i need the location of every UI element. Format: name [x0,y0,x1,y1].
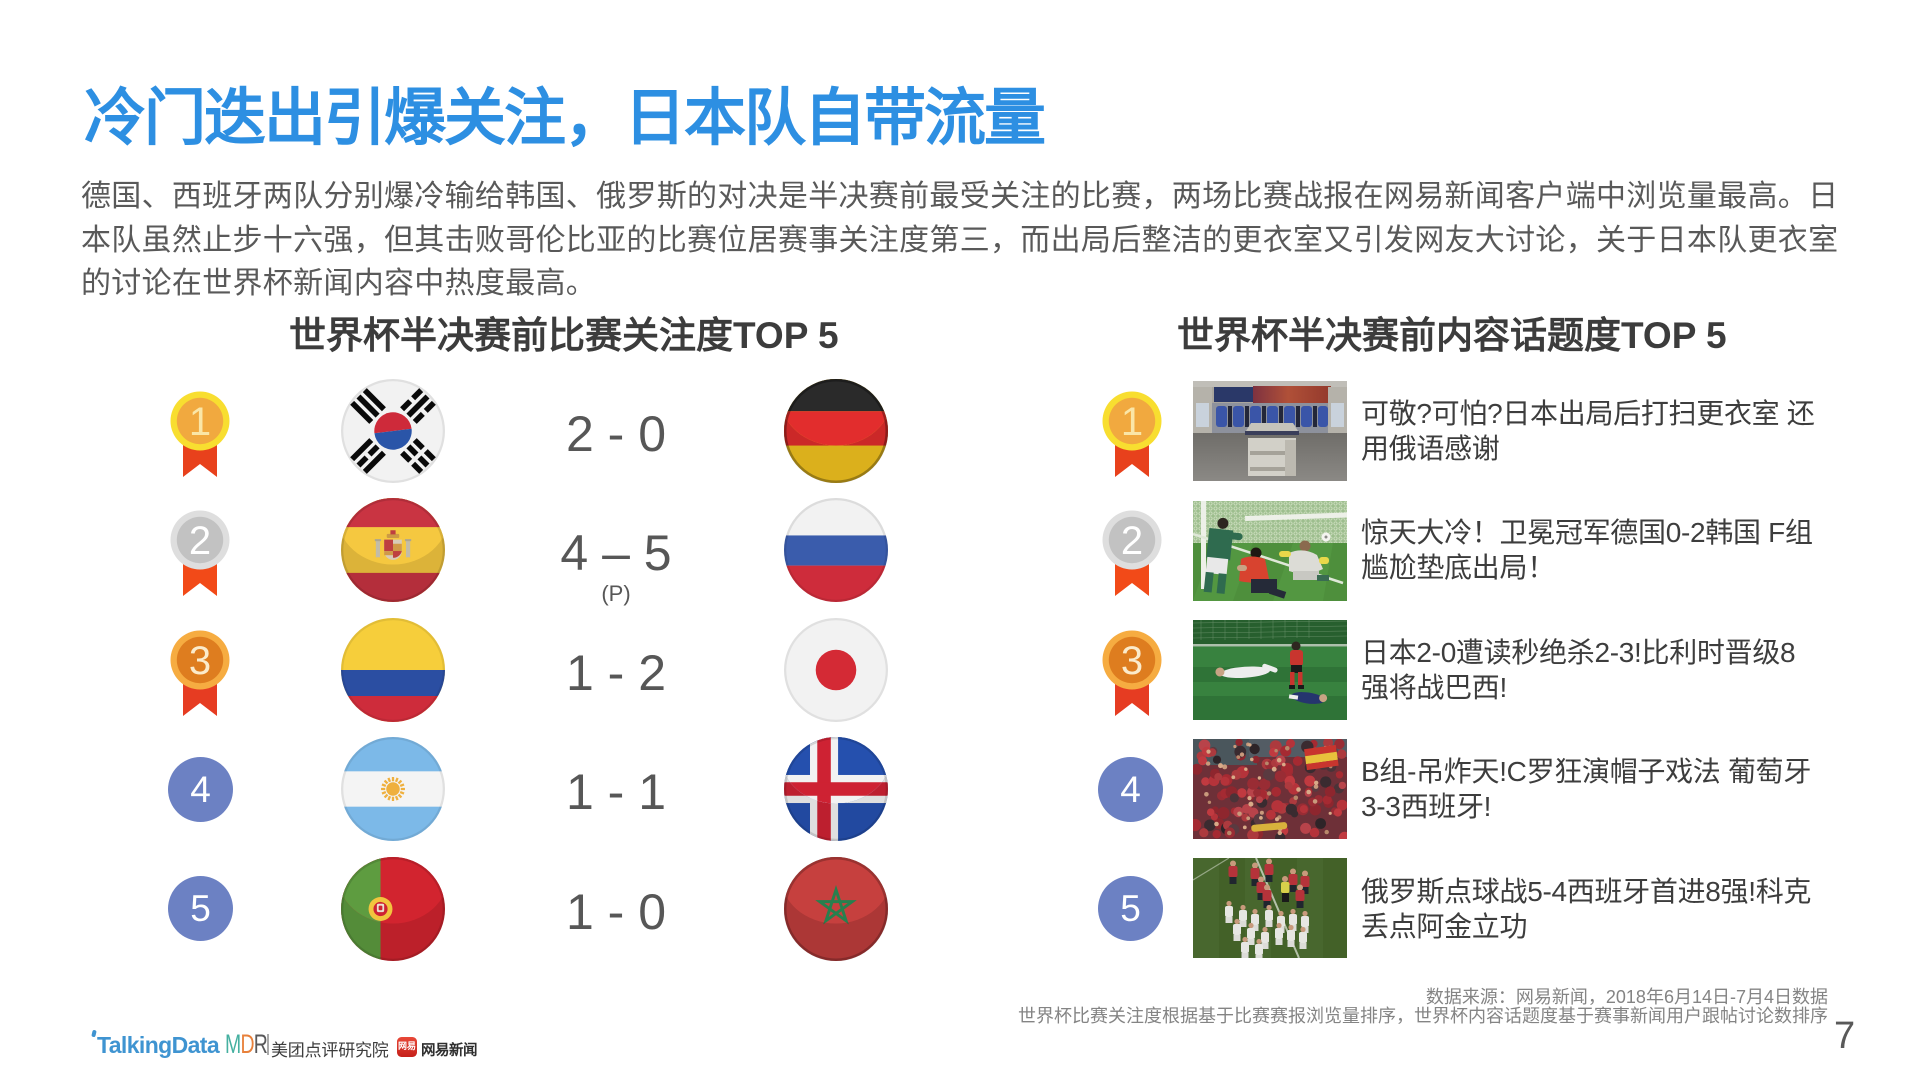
svg-text:1: 1 [1121,400,1143,444]
svg-text:1: 1 [189,400,211,444]
svg-text:3: 3 [1121,639,1143,683]
svg-text:2: 2 [1121,519,1143,563]
svg-text:3: 3 [189,639,211,683]
svg-text:2: 2 [189,519,211,563]
